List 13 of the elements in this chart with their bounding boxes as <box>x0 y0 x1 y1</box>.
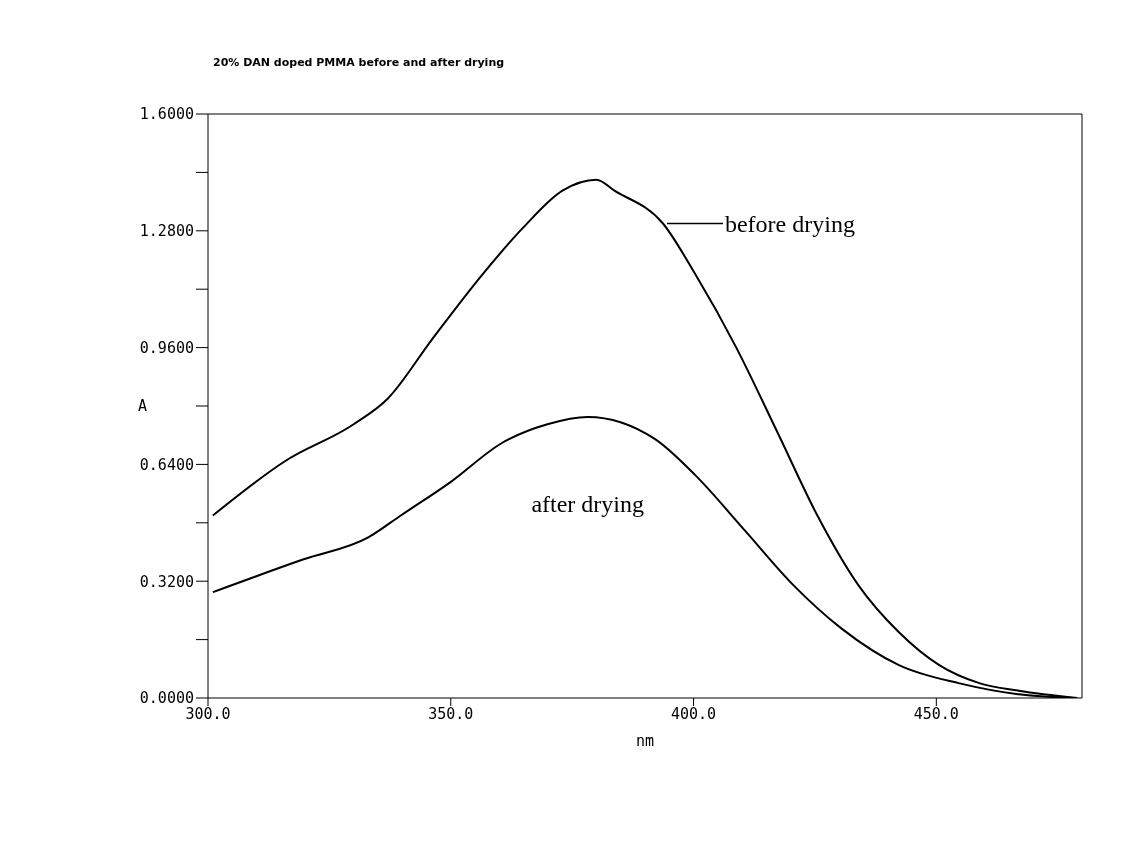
x-axis-title: nm <box>635 732 655 750</box>
y-tick-label: 1.2800 <box>139 222 194 241</box>
x-tick-label: 400.0 <box>670 704 717 723</box>
y-axis-title: A <box>138 397 148 416</box>
y-tick-label: 0.3200 <box>139 572 194 591</box>
y-tick-label: 0.6400 <box>139 455 194 474</box>
chart-title: 20% DAN doped PMMA before and after drying <box>213 56 505 69</box>
y-tick-label: 0.9600 <box>139 338 194 357</box>
series-label: after drying <box>531 490 645 517</box>
y-tick-label: 1.6000 <box>139 105 194 124</box>
x-tick-label: 350.0 <box>428 704 474 723</box>
legend-label: before drying <box>724 210 855 237</box>
x-tick-label: 450.0 <box>913 704 959 723</box>
